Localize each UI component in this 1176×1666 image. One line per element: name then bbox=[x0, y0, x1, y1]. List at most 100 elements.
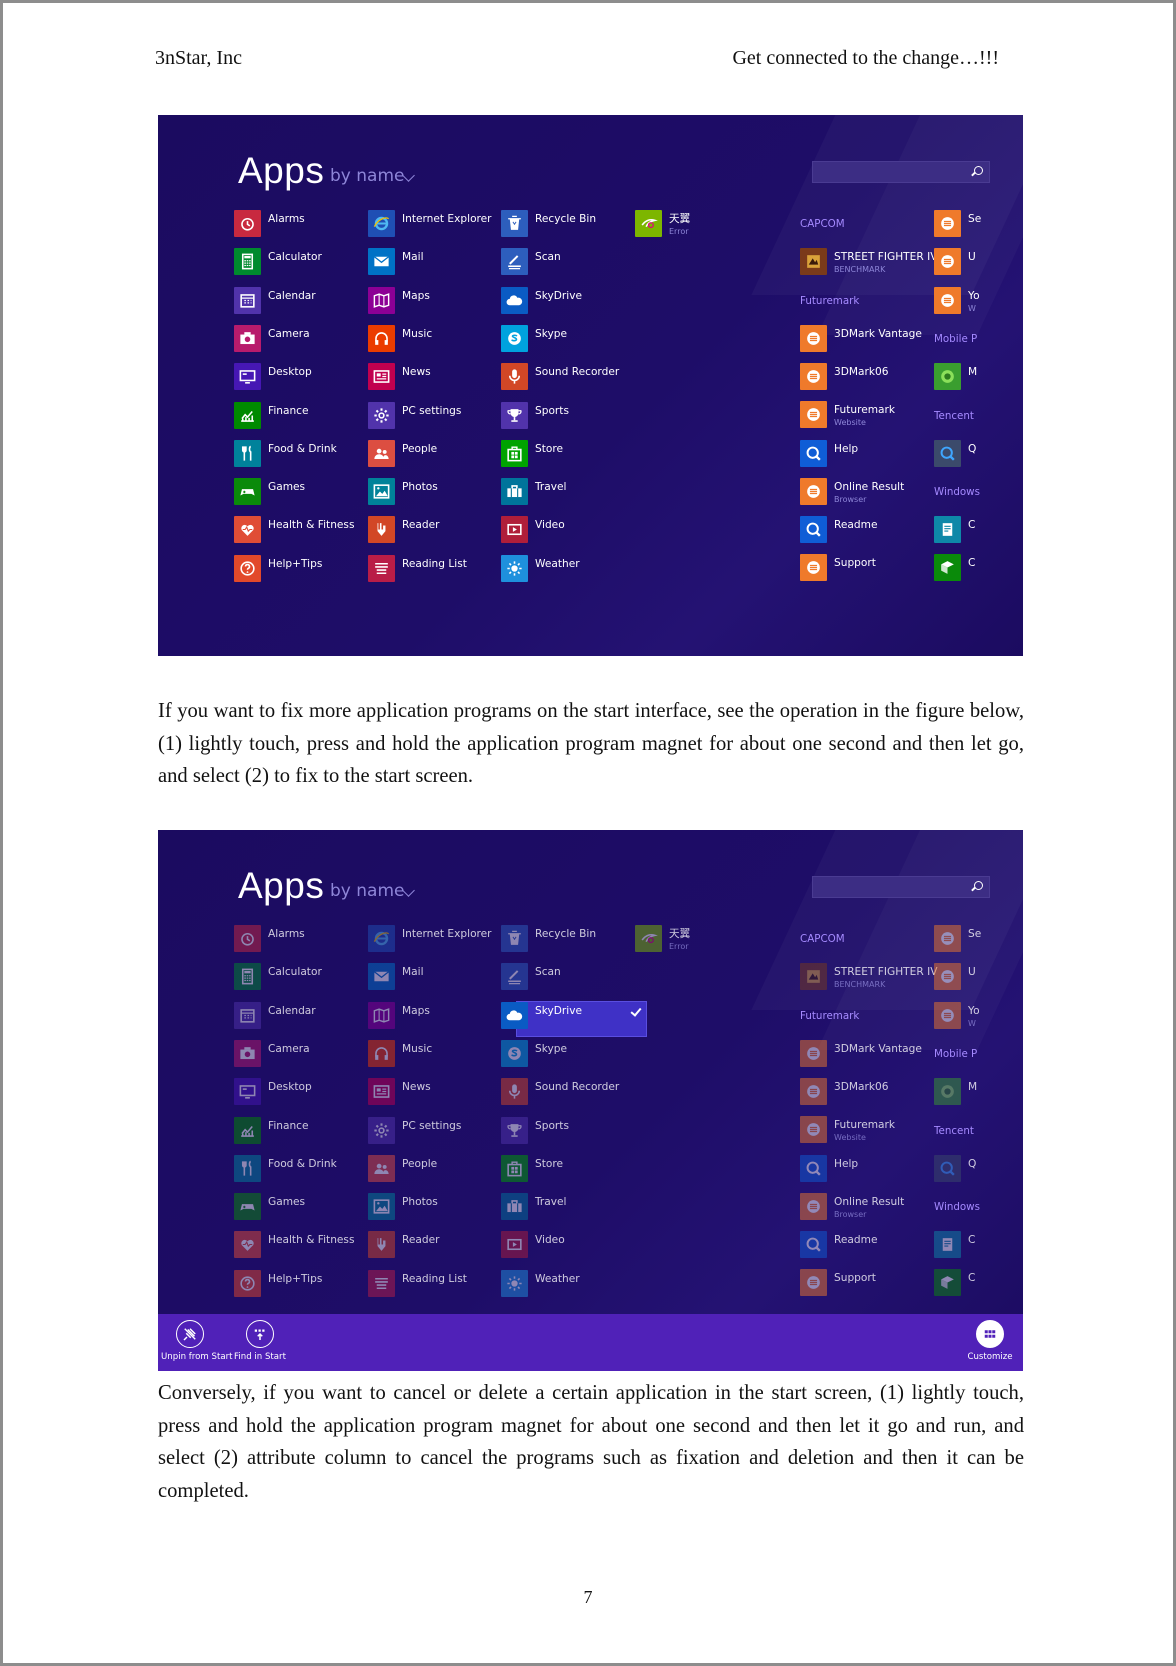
app-tile-maps[interactable]: Maps bbox=[368, 286, 518, 315]
app-tile-store[interactable]: Store bbox=[501, 1154, 651, 1183]
app-tile-help[interactable]: Help bbox=[800, 440, 950, 468]
customize-button[interactable]: Customize bbox=[961, 1320, 1019, 1362]
app-tile-health-fitness[interactable]: Health & Fitness bbox=[234, 516, 384, 544]
app-tile-c[interactable]: C bbox=[934, 1231, 1023, 1259]
app-tile-camera[interactable]: Camera bbox=[234, 324, 384, 353]
app-tile-store[interactable]: Store bbox=[501, 439, 651, 468]
app-tile-support[interactable]: Support bbox=[800, 554, 950, 582]
app-tile-q[interactable]: Q bbox=[934, 1155, 1023, 1183]
app-tile-3dmark-vantage[interactable]: 3DMark Vantage bbox=[800, 325, 950, 353]
app-tile-mail[interactable]: Mail bbox=[368, 248, 518, 276]
app-tile-finance[interactable]: Finance bbox=[234, 1116, 384, 1145]
app-tile-recycle-bin[interactable]: Recycle Bin bbox=[501, 925, 651, 953]
app-tile-reading-list[interactable]: Reading List bbox=[368, 554, 518, 583]
app-tile-alarms[interactable]: Alarms bbox=[234, 210, 384, 238]
app-tile-people[interactable]: People bbox=[368, 1154, 518, 1183]
app-tile-sound-recorder[interactable]: Sound Recorder bbox=[501, 363, 651, 391]
app-tile-calendar[interactable]: Calendar bbox=[234, 1001, 384, 1030]
app-tile-m[interactable]: M bbox=[934, 1078, 1023, 1106]
app-tile-support[interactable]: Support bbox=[800, 1269, 950, 1297]
app-tile-se[interactable]: Se bbox=[934, 925, 1023, 953]
app-tile-music[interactable]: Music bbox=[368, 1039, 518, 1068]
app-tile-c[interactable]: C bbox=[934, 516, 1023, 544]
app-tile-desktop[interactable]: Desktop bbox=[234, 1078, 384, 1106]
app-tile-q[interactable]: Q bbox=[934, 440, 1023, 468]
app-tile-skype[interactable]: Skype bbox=[501, 324, 651, 353]
app-tile-help-tips[interactable]: Help+Tips bbox=[234, 554, 384, 583]
app-tile-se[interactable]: Se bbox=[934, 210, 1023, 238]
app-tile-3dmark-vantage[interactable]: 3DMark Vantage bbox=[800, 1040, 950, 1068]
app-tile-video[interactable]: Video bbox=[501, 516, 651, 544]
app-tile-street-fighter-iv[interactable]: STREET FIGHTER IV BENCHMARK bbox=[800, 963, 950, 991]
app-tile-c[interactable]: C bbox=[934, 554, 1023, 582]
app-tile-news[interactable]: News bbox=[368, 363, 518, 391]
app-tile-food-drink[interactable]: Food & Drink bbox=[234, 439, 384, 468]
app-tile-sound-recorder[interactable]: Sound Recorder bbox=[501, 1078, 651, 1106]
app-tile-internet-explorer[interactable]: Internet Explorer bbox=[368, 925, 518, 953]
app-tile-news[interactable]: News bbox=[368, 1078, 518, 1106]
app-tile-sports[interactable]: Sports bbox=[501, 401, 651, 430]
app-tile-calculator[interactable]: Calculator bbox=[234, 963, 384, 991]
app-tile-games[interactable]: Games bbox=[234, 1193, 384, 1221]
app-tile-street-fighter-iv[interactable]: STREET FIGHTER IV BENCHMARK bbox=[800, 248, 950, 276]
app-tile-pc-settings[interactable]: PC settings bbox=[368, 401, 518, 430]
app-tile-yo[interactable]: Yo W bbox=[934, 287, 1023, 315]
app-tile-reader[interactable]: Reader bbox=[368, 516, 518, 544]
app-tile-weather[interactable]: Weather bbox=[501, 554, 651, 583]
sort-by-name-dropdown[interactable]: by name bbox=[330, 881, 405, 901]
app-tile-3dmark06[interactable]: 3DMark06 bbox=[800, 363, 950, 391]
app-tile-scan[interactable]: Scan bbox=[501, 963, 651, 991]
app-tile-skype[interactable]: Skype bbox=[501, 1039, 651, 1068]
app-tile-maps[interactable]: Maps bbox=[368, 1001, 518, 1030]
app-tile-help[interactable]: Help bbox=[800, 1155, 950, 1183]
app-tile-calendar[interactable]: Calendar bbox=[234, 286, 384, 315]
app-tile-sports[interactable]: Sports bbox=[501, 1116, 651, 1145]
search-input[interactable] bbox=[812, 161, 990, 183]
app-tile-readme[interactable]: Readme bbox=[800, 1231, 950, 1259]
app-tile-skydrive[interactable]: SkyDrive bbox=[501, 1001, 651, 1030]
app-tile-readme[interactable]: Readme bbox=[800, 516, 950, 544]
app-tile-travel[interactable]: Travel bbox=[501, 478, 651, 506]
app-tile-m[interactable]: M bbox=[934, 363, 1023, 391]
app-tile-u[interactable]: U bbox=[934, 248, 1023, 276]
app-tile-music[interactable]: Music bbox=[368, 324, 518, 353]
app-tile-online-result[interactable]: Online Result Browser bbox=[800, 1193, 950, 1221]
app-tile-weather[interactable]: Weather bbox=[501, 1269, 651, 1298]
app-tile-app[interactable]: 天翼 Error bbox=[635, 210, 785, 238]
app-tile-3dmark06[interactable]: 3DMark06 bbox=[800, 1078, 950, 1106]
app-tile-futuremark[interactable]: Futuremark Website bbox=[800, 401, 950, 429]
app-tile-scan[interactable]: Scan bbox=[501, 248, 651, 276]
sort-by-name-dropdown[interactable]: by name bbox=[330, 166, 405, 186]
find-in-start-button[interactable]: Find in Start bbox=[231, 1320, 289, 1362]
app-tile-futuremark[interactable]: Futuremark Website bbox=[800, 1116, 950, 1144]
app-tile-games[interactable]: Games bbox=[234, 478, 384, 506]
app-tile-recycle-bin[interactable]: Recycle Bin bbox=[501, 210, 651, 238]
app-tile-reading-list[interactable]: Reading List bbox=[368, 1269, 518, 1298]
app-tile-food-drink[interactable]: Food & Drink bbox=[234, 1154, 384, 1183]
search-icon[interactable] bbox=[974, 881, 983, 890]
app-tile-travel[interactable]: Travel bbox=[501, 1193, 651, 1221]
app-tile-yo[interactable]: Yo W bbox=[934, 1002, 1023, 1030]
app-tile-c[interactable]: C bbox=[934, 1269, 1023, 1297]
app-tile-photos[interactable]: Photos bbox=[368, 478, 518, 506]
app-tile-desktop[interactable]: Desktop bbox=[234, 363, 384, 391]
search-icon[interactable] bbox=[974, 166, 983, 175]
app-tile-photos[interactable]: Photos bbox=[368, 1193, 518, 1221]
app-tile-internet-explorer[interactable]: Internet Explorer bbox=[368, 210, 518, 238]
app-tile-camera[interactable]: Camera bbox=[234, 1039, 384, 1068]
app-tile-help-tips[interactable]: Help+Tips bbox=[234, 1269, 384, 1298]
app-tile-people[interactable]: People bbox=[368, 439, 518, 468]
unpin-from-start-button[interactable]: Unpin from Start bbox=[161, 1320, 232, 1362]
app-tile-health-fitness[interactable]: Health & Fitness bbox=[234, 1231, 384, 1259]
app-tile-skydrive[interactable]: SkyDrive bbox=[501, 286, 651, 315]
app-tile-mail[interactable]: Mail bbox=[368, 963, 518, 991]
app-tile-video[interactable]: Video bbox=[501, 1231, 651, 1259]
app-tile-u[interactable]: U bbox=[934, 963, 1023, 991]
app-tile-app[interactable]: 天翼 Error bbox=[635, 925, 785, 953]
app-tile-alarms[interactable]: Alarms bbox=[234, 925, 384, 953]
app-tile-calculator[interactable]: Calculator bbox=[234, 248, 384, 276]
app-tile-reader[interactable]: Reader bbox=[368, 1231, 518, 1259]
search-input[interactable] bbox=[812, 876, 990, 898]
app-tile-pc-settings[interactable]: PC settings bbox=[368, 1116, 518, 1145]
app-tile-online-result[interactable]: Online Result Browser bbox=[800, 478, 950, 506]
